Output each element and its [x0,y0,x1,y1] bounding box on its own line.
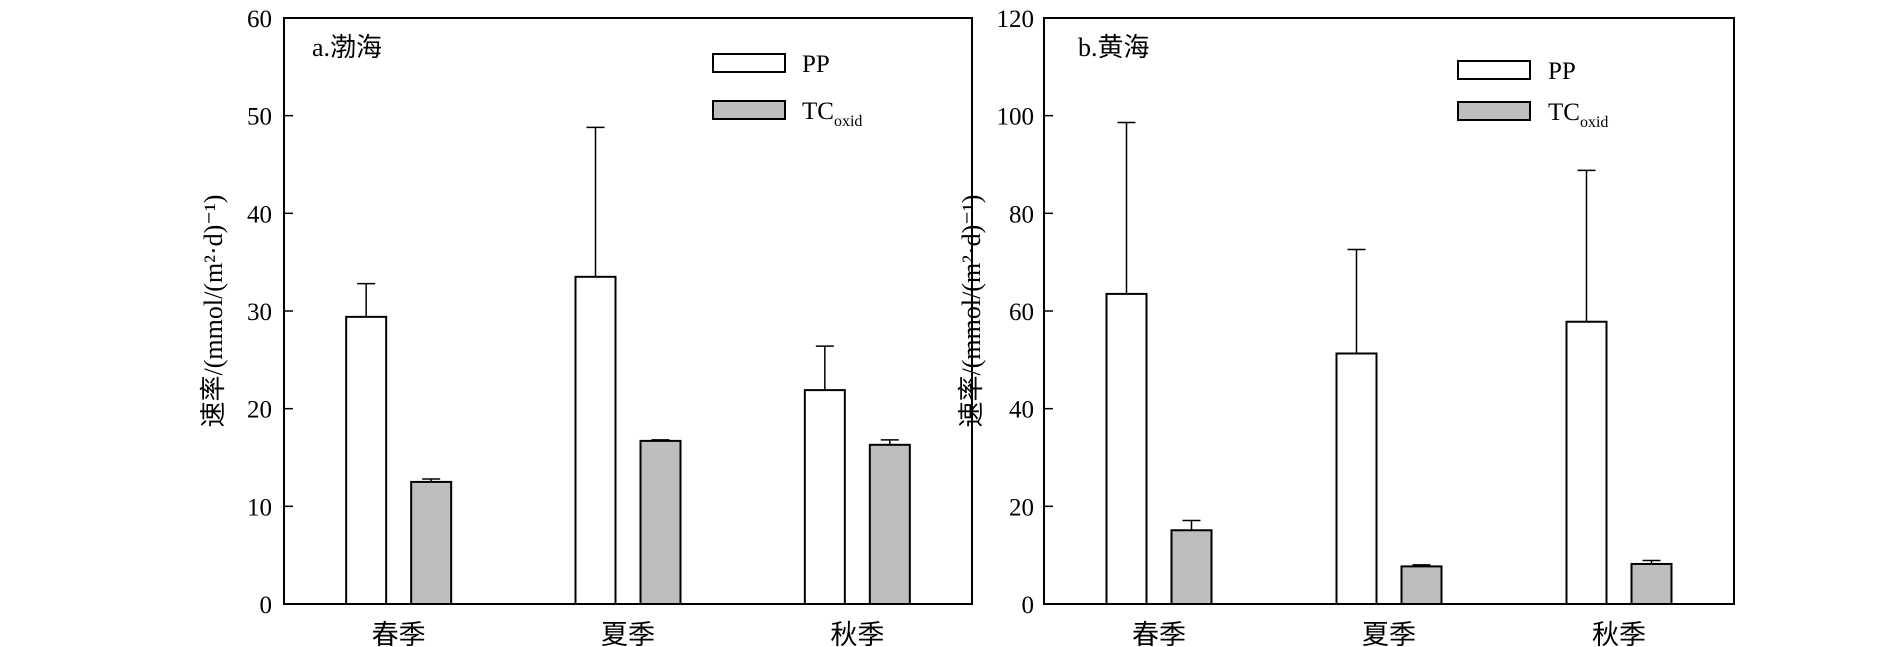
y-tick-label: 40 [247,201,272,228]
y-axis-title: 速率/(mmol/(m²·d)⁻¹) [199,195,228,428]
plot-frame [283,17,973,605]
legend-swatch [1457,101,1531,121]
legend-label: TCoxid [1548,99,1608,131]
bar-tcoxid [1400,565,1443,605]
panel-yellow-sea: 春季 夏季 秋季 0 20 40 60 80 100 120 速率/(mmol/(m²·d)⁻¹) b… [957,6,1735,647]
x-tick-label: 春季 [372,620,426,647]
x-tick-label: 秋季 [830,620,884,647]
bar-pp [1105,292,1148,605]
bar-pp [1565,320,1608,605]
bar-pp [803,389,846,605]
y-axis-title: 速率/(mmol/(m²·d)⁻¹) [957,195,986,428]
y-tick-label: 100 [997,104,1035,131]
y-tick-label: 60 [247,6,272,33]
bar-pp [1335,352,1378,605]
y-tick-label: 0 [1022,592,1035,619]
y-tick-label: 40 [1009,397,1034,424]
y-tick-label: 30 [247,299,272,326]
y-tick-label: 80 [1009,201,1034,228]
y-tick-label: 20 [247,397,272,424]
bar-tcoxid [1170,529,1213,605]
legend-label: TCoxid [802,98,862,130]
bar-pp [345,315,388,605]
x-tick-label: 秋季 [1592,620,1646,647]
bar-tcoxid [868,443,911,606]
legend-swatch [712,53,786,73]
panel-title: b.黄海 [1078,33,1150,62]
legend-swatch [1457,60,1531,80]
legend-swatch [712,100,786,120]
y-tick-label: 20 [1009,494,1034,521]
bar-tcoxid [410,480,453,605]
y-tick-label: 120 [997,6,1035,33]
legend-label: PP [1548,58,1576,85]
bar-tcoxid [1630,562,1673,605]
x-tick-label: 夏季 [601,620,655,647]
x-tick-label: 春季 [1132,620,1186,647]
y-tick-label: 50 [247,104,272,131]
y-tick-label: 10 [247,494,272,521]
y-tick-label: 60 [1009,299,1034,326]
panel-title: a.渤海 [312,33,382,62]
bar-pp [574,275,617,605]
x-tick-label: 夏季 [1362,620,1416,647]
legend-label: PP [802,51,830,78]
y-tick-label: 0 [260,592,273,619]
bar-tcoxid [639,439,682,605]
panel-bohai: 春季 夏季 秋季 0 10 20 30 40 50 60 速率/(mmol/(m²·d)⁻¹) a.渤… [199,6,973,647]
